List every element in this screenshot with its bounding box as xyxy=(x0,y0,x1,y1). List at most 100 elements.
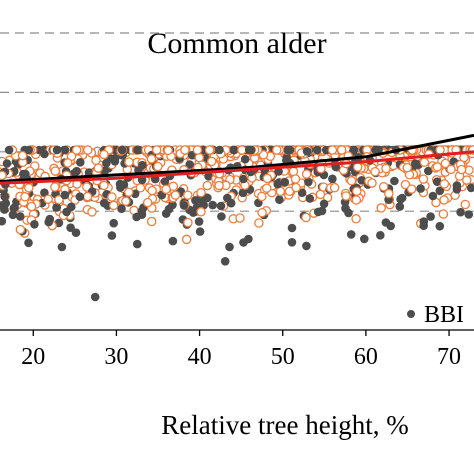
point-bbi xyxy=(21,169,30,179)
point-bbi xyxy=(191,196,200,205)
point-bbi xyxy=(223,193,232,203)
x-tick-label-50: 50 xyxy=(271,344,295,370)
point-open xyxy=(275,186,286,197)
point-open xyxy=(121,196,131,207)
point-open xyxy=(17,150,28,161)
point-bbi xyxy=(275,195,284,204)
point-bbi xyxy=(67,202,76,212)
point-bbi xyxy=(239,238,248,247)
point-open xyxy=(418,174,429,184)
point-bbi xyxy=(283,145,292,155)
point-open xyxy=(192,145,203,155)
point-open xyxy=(435,145,445,155)
point-bbi xyxy=(239,174,248,184)
point-bbi xyxy=(102,158,111,168)
point-open xyxy=(301,212,311,223)
point-bbi xyxy=(71,228,81,237)
point-open xyxy=(196,187,206,198)
point-bbi xyxy=(52,145,62,155)
point-bbi xyxy=(30,220,39,229)
point-bbi xyxy=(217,212,226,221)
legend-label-bbi: BBI xyxy=(424,302,464,328)
point-bbi xyxy=(194,217,204,226)
x-tick-label-20: 20 xyxy=(21,344,45,370)
point-open xyxy=(108,200,119,211)
point-bbi xyxy=(280,177,290,187)
point-bbi xyxy=(328,174,337,184)
point-bbi xyxy=(304,177,313,187)
point-open xyxy=(194,152,205,163)
chart-title: Common alder xyxy=(147,27,326,60)
point-bbi xyxy=(220,257,230,266)
point-open xyxy=(196,207,206,217)
point-bbi xyxy=(161,209,171,218)
point-bbi xyxy=(107,231,117,240)
point-open xyxy=(146,154,157,164)
point-open xyxy=(163,145,173,156)
point-open xyxy=(402,162,413,173)
point-bbi xyxy=(376,231,385,240)
point-bbi xyxy=(4,145,14,155)
point-bbi xyxy=(8,210,18,220)
point-open xyxy=(376,203,386,213)
point-open xyxy=(180,145,190,155)
point-bbi xyxy=(456,207,465,217)
point-open xyxy=(462,175,472,185)
point-open xyxy=(124,157,134,167)
point-bbi xyxy=(274,167,283,176)
point-open xyxy=(235,213,245,223)
x-tick-label-60: 60 xyxy=(354,344,378,370)
point-open xyxy=(351,195,362,205)
point-bbi xyxy=(305,194,315,203)
x-axis-ticks: 20 30 40 50 60 70 xyxy=(21,330,461,370)
point-bbi xyxy=(133,239,142,249)
point-open xyxy=(20,192,30,202)
point-open xyxy=(381,163,391,174)
x-tick-label-70: 70 xyxy=(437,344,461,370)
point-bbi xyxy=(395,202,405,211)
point-bbi xyxy=(374,145,383,155)
point-open xyxy=(329,182,340,193)
point-bbi xyxy=(195,227,205,236)
point-open xyxy=(352,162,363,172)
point-open xyxy=(367,178,377,188)
point-bbi xyxy=(428,191,438,201)
point-open xyxy=(26,201,37,212)
point-open xyxy=(93,163,104,173)
point-open xyxy=(439,195,449,205)
point-bbi xyxy=(466,183,474,193)
point-bbi xyxy=(416,184,425,193)
trend-line-1 xyxy=(0,150,474,185)
point-bbi xyxy=(287,223,297,233)
point-bbi xyxy=(204,172,213,181)
point-open xyxy=(290,174,301,184)
point-bbi xyxy=(90,292,100,302)
point-open xyxy=(91,155,101,166)
point-bbi xyxy=(132,212,141,222)
point-open xyxy=(301,169,312,179)
point-bbi xyxy=(60,145,70,155)
point-open xyxy=(183,190,193,200)
point-bbi xyxy=(0,192,9,201)
point-open xyxy=(153,161,163,172)
point-bbi xyxy=(185,160,194,169)
point-open xyxy=(87,207,97,217)
point-open xyxy=(336,145,347,155)
point-bbi xyxy=(381,218,391,227)
point-bbi xyxy=(432,177,442,186)
point-open xyxy=(43,194,53,204)
point-open xyxy=(432,162,443,172)
point-bbi xyxy=(76,158,85,167)
point-open xyxy=(446,164,456,175)
point-bbi xyxy=(297,188,307,197)
point-open xyxy=(370,166,380,177)
point-bbi xyxy=(302,147,312,156)
point-bbi xyxy=(109,218,118,228)
point-bbi xyxy=(360,234,369,244)
point-bbi xyxy=(2,159,12,168)
point-bbi xyxy=(24,145,34,155)
point-bbi xyxy=(208,200,217,210)
point-open xyxy=(456,164,467,175)
point-bbi xyxy=(419,217,429,226)
